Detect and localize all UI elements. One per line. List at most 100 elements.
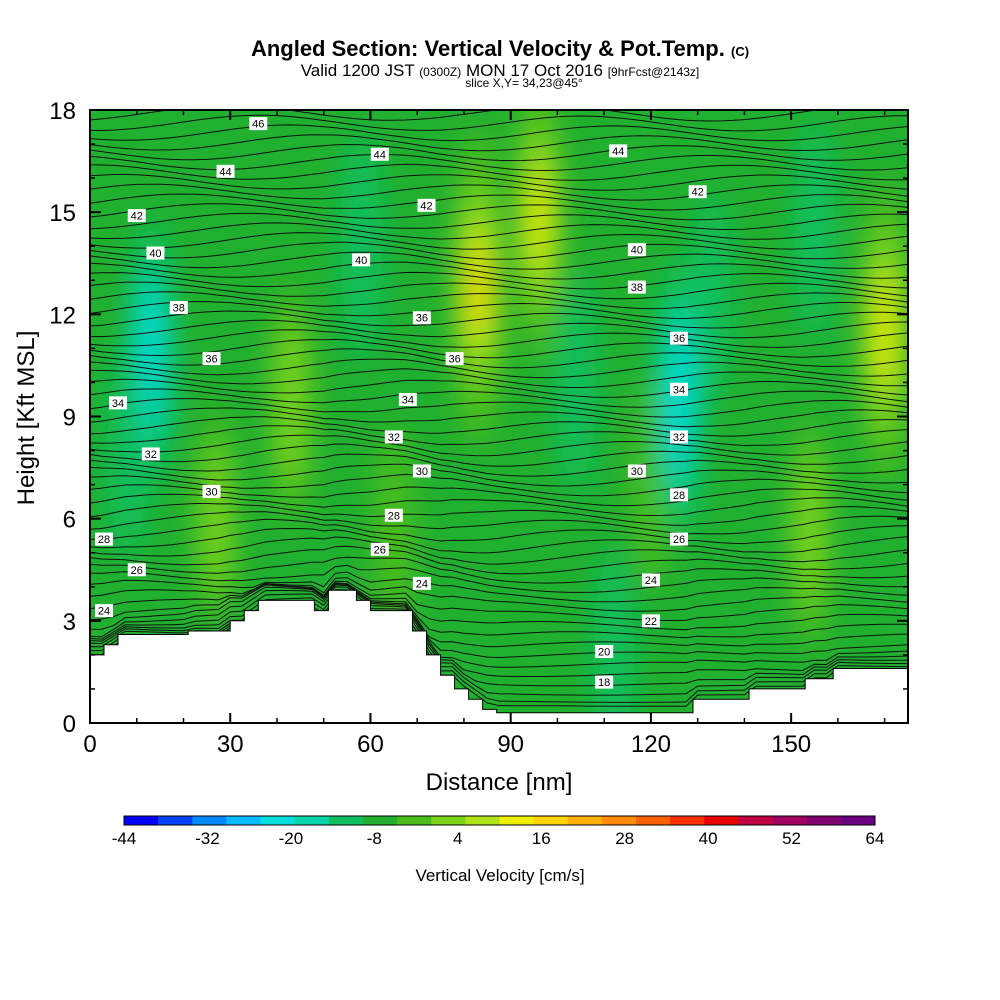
- isotherm-label: 34: [398, 392, 417, 406]
- y-tick-label: 18: [49, 98, 76, 125]
- isotherm-label: 22: [641, 614, 660, 628]
- isotherm-label-text: 26: [131, 565, 143, 577]
- isotherm-label-box: [95, 604, 114, 618]
- theta-isoline: [90, 443, 908, 467]
- x-tick-label: 0: [83, 731, 96, 758]
- isotherm-label-box: [169, 301, 188, 315]
- isotherm-label: 42: [417, 198, 436, 212]
- isotherm-label-box: [95, 532, 114, 546]
- isotherm-label-text: 28: [673, 490, 685, 502]
- isotherm-label: 24: [412, 576, 431, 590]
- colorbar-tick-label: 64: [866, 829, 885, 848]
- y-tick-label: 3: [63, 609, 76, 636]
- colorbar-swatch: [533, 816, 569, 825]
- theta-isoline: [90, 329, 908, 348]
- theta-isoline: [90, 358, 908, 379]
- theta-isoline: [90, 271, 908, 290]
- isotherm-label: 40: [352, 253, 371, 267]
- isotherm-label: 28: [95, 532, 114, 546]
- theta-isoline: [90, 338, 908, 359]
- colorbar-frame: [123, 815, 876, 826]
- theta-isoline: [90, 425, 908, 447]
- isotherm-label-text: 32: [388, 432, 400, 444]
- isotherm-label-text: 32: [673, 432, 685, 444]
- isotherm-label-text: 44: [612, 146, 624, 158]
- field-cell: [795, 121, 835, 338]
- colorbar-swatch: [499, 816, 535, 825]
- colorbar-tick-label: 52: [782, 829, 801, 848]
- theta-isoline: [90, 503, 908, 526]
- isotherm-label-box: [669, 488, 688, 502]
- theta-isoline: [90, 583, 908, 639]
- colorbar-tick-label: -8: [367, 829, 382, 848]
- theta-isoline: [90, 473, 908, 497]
- isotherm-label-box: [669, 430, 688, 444]
- isotherm-label-text: 28: [98, 534, 110, 546]
- isotherm-label-box: [141, 447, 160, 461]
- x-tick-label: 60: [357, 731, 384, 758]
- isotherm-label: 40: [627, 243, 646, 257]
- isotherm-label-box: [417, 198, 436, 212]
- colorbar-swatch: [397, 816, 432, 825]
- isotherm-label-text: 18: [598, 677, 610, 689]
- y-tick-label: 9: [63, 405, 76, 432]
- isotherm-label-box: [370, 542, 389, 556]
- theta-isoline: [90, 434, 908, 457]
- valid-time-line: Valid 1200 JST (0300Z) MON 17 Oct 2016 […: [0, 61, 1000, 81]
- isotherm-label-text: 24: [416, 578, 428, 590]
- isotherm-label-text: 40: [149, 248, 161, 260]
- isotherm-label-box: [109, 396, 128, 410]
- colorbar-tick-label: -44: [112, 829, 137, 848]
- isotherm-label-text: 24: [645, 575, 657, 587]
- theta-isoline: [90, 556, 908, 584]
- isotherm-label-box: [249, 117, 268, 131]
- theta-isoline: [90, 518, 908, 545]
- chart-title-text: Angled Section: Vertical Velocity & Pot.…: [250, 36, 725, 61]
- colorbar-swatch: [328, 816, 364, 825]
- colorbar-swatch: [704, 816, 739, 825]
- isotherm-labels: 46 44 44 44 42 42 42 40 40 40 38 38 36 36 36 36 34 34 34 32…: [95, 117, 707, 689]
- field-cell: [340, 132, 382, 360]
- isotherm-label: 44: [370, 147, 389, 161]
- theta-isoline: [90, 596, 908, 687]
- theta-isoline: [90, 388, 908, 408]
- isotherm-label-text: 42: [131, 211, 143, 223]
- isotherm-label-box: [669, 532, 688, 546]
- isotherm-label: 24: [641, 573, 660, 587]
- isotherm-label-text: 26: [673, 534, 685, 546]
- theta-isoline: [90, 407, 908, 428]
- isotherm-label-box: [398, 392, 417, 406]
- isotherm-label: 44: [609, 144, 628, 158]
- isotherm-label: 30: [202, 484, 221, 498]
- isotherm-label: 36: [445, 352, 464, 366]
- isotherm-label: 20: [595, 644, 614, 658]
- colorbar-swatch: [226, 816, 261, 825]
- x-tick-label: 120: [631, 731, 671, 758]
- y-tick-label: 15: [49, 200, 76, 227]
- theta-isoline: [90, 536, 908, 565]
- theta-isoline: [90, 577, 908, 612]
- isotherm-label-text: 38: [631, 282, 643, 294]
- isotherm-label-text: 38: [173, 303, 185, 315]
- isotherm-label: 32: [669, 430, 688, 444]
- colorbar-swatch: [840, 816, 876, 825]
- isotherm-label: 32: [141, 447, 160, 461]
- isotherm-label-text: 28: [388, 510, 400, 522]
- colorbar-swatch: [465, 816, 500, 825]
- theta-isoline: [90, 114, 908, 132]
- colorbar-label: Vertical Velocity [cm/s]: [415, 866, 584, 885]
- colorbar-tick-label: -20: [279, 829, 304, 848]
- theta-isoline: [90, 222, 908, 240]
- slice-info: slice X,Y= 34,23@45°: [465, 76, 583, 90]
- theta-isoline: [90, 281, 908, 300]
- isotherm-label: 36: [202, 352, 221, 366]
- isotherm-label-box: [641, 614, 660, 628]
- theta-isoline: [90, 493, 908, 517]
- theta-isoline: [90, 398, 908, 418]
- isotherm-label-box: [688, 185, 707, 199]
- theta-isoline: [90, 453, 908, 477]
- theta-isoline: [90, 143, 908, 162]
- colorbar-swatch: [806, 816, 842, 825]
- isotherm-label: 42: [688, 185, 707, 199]
- isotherm-label: 36: [669, 331, 688, 345]
